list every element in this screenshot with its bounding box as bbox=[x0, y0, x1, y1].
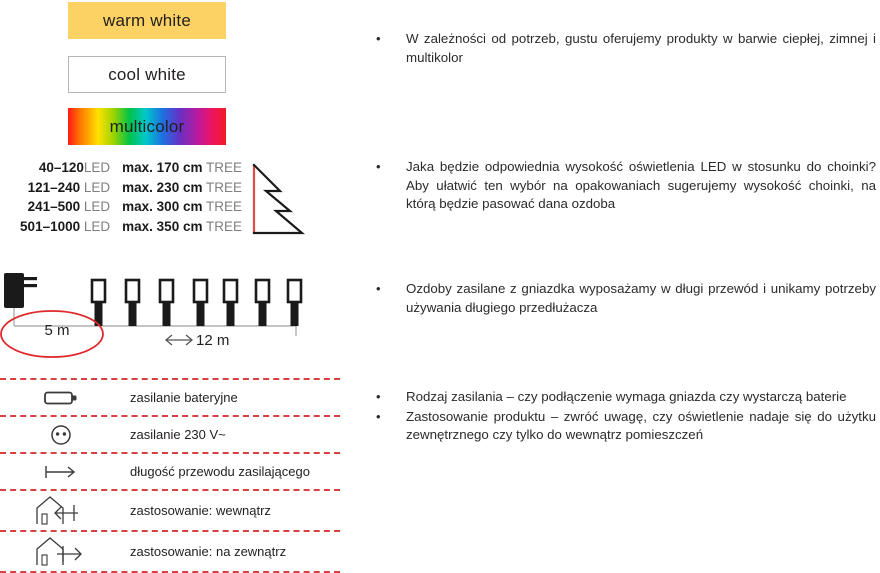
tree-height-value: max. 300 cm bbox=[122, 199, 203, 214]
led-bulb bbox=[222, 278, 239, 326]
legend-label-indoor: zastosowanie: wewnątrz bbox=[130, 503, 271, 518]
bullet-item: • Ozdoby zasilane z gniazdka wyposażamy … bbox=[368, 280, 876, 317]
lead-length-highlight-ellipse bbox=[0, 310, 104, 358]
swatch-multicolor-label: multicolor bbox=[109, 116, 185, 136]
led-bulb bbox=[286, 278, 303, 326]
led-count-value: 40–120 bbox=[38, 160, 84, 175]
bullet-marker: • bbox=[376, 389, 381, 404]
house-indoor-icon bbox=[36, 495, 78, 525]
legend-row-indoor: zastosowanie: wewnątrz bbox=[0, 489, 340, 530]
table-row: 121–240 LED max. 230 cm TREE bbox=[0, 178, 250, 198]
power-socket-icon-wrap bbox=[0, 423, 122, 447]
left-infographic-column: warm white cool white multicolor 40–120L… bbox=[0, 0, 350, 573]
bullet-item: • W zależności od potrzeb, gustu oferuje… bbox=[368, 30, 876, 67]
bullet-group-power-and-use: • Rodzaj zasilania – czy podłączenie wym… bbox=[368, 388, 876, 445]
bullet-text: Zastosowanie produktu – zwróć uwagę, czy… bbox=[406, 408, 876, 443]
bullet-text: W zależności od potrzeb, gustu oferujemy… bbox=[406, 31, 876, 65]
legend-table: zasilanie bateryjne zasilanie 230 V~ bbox=[0, 378, 340, 573]
lit-length-label: 12 m bbox=[196, 332, 230, 349]
bullet-item: • Jaka będzie odpowiednia wysokość oświe… bbox=[368, 158, 876, 214]
led-bulb bbox=[192, 278, 209, 326]
led-unit: LED bbox=[83, 199, 111, 214]
cable-length-icon-wrap bbox=[0, 463, 122, 481]
swatch-cool-white: cool white bbox=[68, 56, 226, 93]
led-unit: LED bbox=[83, 179, 111, 195]
led-count-value: 121–240 bbox=[27, 179, 81, 195]
bullet-text: Ozdoby zasilane z gniazdka wyposażamy w … bbox=[406, 281, 876, 315]
lead-length-label: 5 m bbox=[44, 322, 70, 339]
bullet-group-cord: • Ozdoby zasilane z gniazdka wyposażamy … bbox=[368, 280, 876, 317]
tree-unit: TREE bbox=[205, 179, 242, 195]
legend-row-battery: zasilanie bateryjne bbox=[0, 378, 340, 415]
bullet-marker: • bbox=[376, 159, 381, 174]
tree-height-value: max. 170 cm bbox=[122, 160, 203, 175]
swatch-multicolor: multicolor bbox=[68, 108, 226, 145]
bullet-item: • Zastosowanie produktu – zwróć uwagę, c… bbox=[368, 408, 876, 445]
battery-icon-wrap bbox=[0, 390, 122, 406]
legend-row-cable-length: długość przewodu zasilającego bbox=[0, 452, 340, 489]
tree-height-cell: max. 300 cm TREE bbox=[110, 197, 250, 217]
house-indoor-icon-wrap bbox=[0, 495, 122, 527]
light-string-diagram bbox=[0, 273, 303, 358]
table-row: 501–1000 LED max. 350 cm TREE bbox=[0, 217, 250, 237]
legend-label-cable-length: długość przewodu zasilającego bbox=[130, 464, 310, 479]
cable-length-icon bbox=[45, 465, 76, 478]
legend-label-battery: zasilanie bateryjne bbox=[130, 390, 238, 405]
led-height-table: 40–120LED max. 170 cm TREE 121–240 LED m… bbox=[0, 158, 250, 236]
battery-icon bbox=[44, 391, 77, 404]
table-row: 241–500 LED max. 300 cm TREE bbox=[0, 197, 250, 217]
bullet-marker: • bbox=[376, 281, 381, 296]
swatch-warm-white: warm white bbox=[68, 2, 226, 39]
swatch-warm-white-label: warm white bbox=[103, 10, 191, 30]
bullet-marker: • bbox=[376, 31, 381, 46]
bullet-group-height: • Jaka będzie odpowiednia wysokość oświe… bbox=[368, 158, 876, 214]
power-plug-icon bbox=[4, 273, 37, 308]
tree-height-cell: max. 170 cm TREE bbox=[110, 158, 250, 178]
legend-row-mains: zasilanie 230 V~ bbox=[0, 415, 340, 452]
tree-unit: TREE bbox=[205, 199, 242, 214]
led-count-cell: 40–120LED bbox=[0, 158, 110, 178]
tree-unit: TREE bbox=[205, 160, 242, 175]
length-arrow-icon bbox=[164, 334, 194, 346]
bullet-marker: • bbox=[376, 408, 381, 424]
led-bulb bbox=[158, 278, 175, 326]
bullet-group-colors: • W zależności od potrzeb, gustu oferuje… bbox=[368, 30, 876, 67]
led-count-value: 241–500 bbox=[27, 199, 81, 214]
right-text-column: • W zależności od potrzeb, gustu oferuje… bbox=[368, 0, 880, 552]
tree-height-cell: max. 230 cm TREE bbox=[110, 178, 250, 198]
tree-height-value: max. 230 cm bbox=[122, 179, 203, 195]
led-unit: LED bbox=[83, 218, 111, 234]
led-bulb bbox=[90, 278, 107, 326]
bullet-text: Rodzaj zasilania – czy podłączenie wymag… bbox=[406, 389, 847, 404]
led-bulb bbox=[124, 278, 141, 326]
led-unit: LED bbox=[83, 160, 111, 175]
led-bulb bbox=[254, 278, 271, 326]
led-count-value: 501–1000 bbox=[20, 218, 81, 234]
bullet-text: Jaka będzie odpowiednia wysokość oświetl… bbox=[406, 159, 876, 211]
tree-height-cell: max. 350 cm TREE bbox=[110, 217, 250, 237]
tree-height-value: max. 350 cm bbox=[122, 218, 203, 234]
led-count-cell: 501–1000 LED bbox=[0, 217, 110, 237]
table-row: 40–120LED max. 170 cm TREE bbox=[0, 158, 250, 178]
power-socket-icon bbox=[51, 424, 71, 445]
tree-unit: TREE bbox=[205, 218, 242, 234]
led-count-cell: 241–500 LED bbox=[0, 197, 111, 217]
legend-label-mains: zasilanie 230 V~ bbox=[130, 427, 226, 442]
bullet-item: • Rodzaj zasilania – czy podłączenie wym… bbox=[368, 388, 876, 407]
led-count-cell: 121–240 LED bbox=[0, 178, 111, 198]
christmas-tree-icon bbox=[252, 163, 306, 235]
swatch-cool-white-label: cool white bbox=[108, 64, 186, 84]
